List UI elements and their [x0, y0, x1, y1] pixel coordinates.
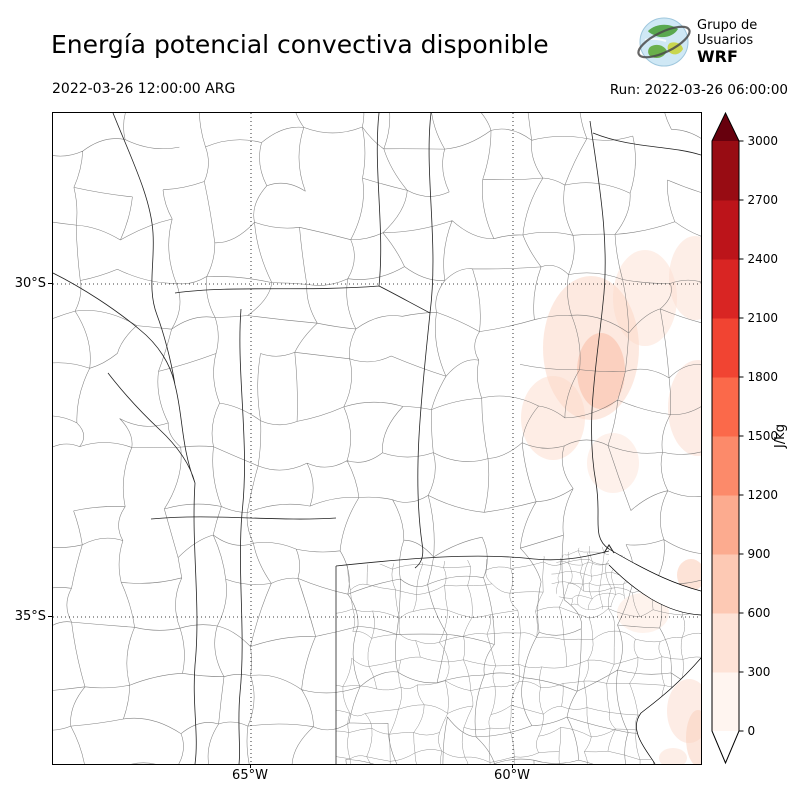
graticule-gridlines — [53, 113, 701, 764]
colorbar-tick-label: 2400 — [748, 252, 779, 266]
coastline — [608, 548, 701, 764]
run-time-label: Run: 2022-03-26 06:00:00 — [609, 82, 788, 98]
wrf-globe-icon — [637, 17, 691, 67]
x-tick-label-60w: 60°W — [494, 768, 530, 783]
colorbar-ticks — [739, 140, 744, 732]
colorbar-tick-label: 1200 — [748, 488, 779, 502]
colorbar-tick-label: 2100 — [748, 311, 779, 325]
x-axis-tick — [512, 764, 513, 768]
boundary-lines — [53, 113, 701, 764]
colorbar-units-label: J/kg — [773, 424, 788, 449]
colorbar-tick-label: 1500 — [748, 429, 779, 443]
cape-shading-land — [521, 236, 701, 633]
department-boundaries-fine — [336, 551, 701, 764]
y-axis-tick — [48, 616, 52, 617]
colorbar-segment — [712, 672, 739, 732]
x-tick-label-65w: 65°W — [232, 768, 268, 783]
colorbar-segment — [712, 613, 739, 673]
plot-title: Energía potencial convectiva disponible — [51, 30, 549, 59]
valid-time-label: 2022-03-26 12:00:00 ARG — [52, 81, 236, 97]
logo-line-2: Usuarios — [697, 33, 754, 48]
colorbar-segment — [712, 141, 739, 201]
x-axis-tick — [250, 764, 251, 768]
colorbar-over-arrow — [712, 113, 739, 141]
logo-line-1: Grupo de — [697, 18, 758, 33]
colorbar-segment — [712, 259, 739, 319]
colorbar-segment — [712, 495, 739, 555]
province-boundaries — [53, 113, 701, 764]
colorbar-segment — [712, 200, 739, 260]
colorbar-tick-label: 900 — [748, 547, 771, 561]
map-frame — [52, 112, 702, 765]
colorbar-tick-label: 1800 — [748, 370, 779, 384]
y-axis-tick — [48, 283, 52, 284]
colorbar-tick-label: 0 — [748, 724, 756, 738]
map-canvas — [53, 113, 701, 764]
colorbar-segment — [712, 377, 739, 437]
colorbar-segment — [712, 318, 739, 378]
colorbar: 0 300 600 900 1200 1500 1800 2100 2400 2700 3000 J… — [711, 111, 788, 765]
colorbar-tick-label: 300 — [748, 665, 771, 679]
colorbar-tick-label: 2700 — [748, 193, 779, 207]
boundary-lines — [336, 551, 701, 764]
y-tick-label-30s: 30°S — [14, 276, 46, 291]
department-boundaries-coarse — [53, 113, 701, 764]
delta-marker — [603, 544, 615, 554]
y-tick-label-35s: 35°S — [14, 609, 46, 624]
colorbar-segment — [712, 436, 739, 496]
cape-shading-coast — [659, 679, 701, 764]
colorbar-under-arrow — [712, 731, 739, 763]
colorbar-tick-label: 3000 — [748, 134, 779, 148]
logo-text: Grupo de Usuarios WRF — [697, 18, 758, 66]
colorbar-segment — [712, 554, 739, 614]
logo-line-3: WRF — [697, 47, 738, 66]
colorbar-tick-label: 600 — [748, 606, 771, 620]
